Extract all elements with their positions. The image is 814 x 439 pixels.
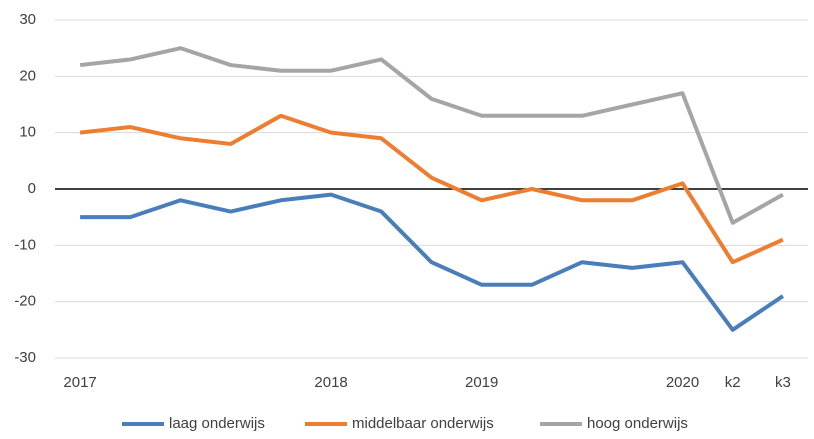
x-tick-label: 2020 [666, 374, 699, 391]
y-tick-label: 30 [19, 11, 36, 28]
legend-label: middelbaar onderwijs [352, 415, 494, 432]
x-tick-label: k2 [725, 374, 741, 391]
y-tick-label: -30 [14, 349, 36, 366]
line [79, 113, 784, 265]
x-tick-label: k3 [775, 374, 791, 391]
x-tick-label: 2018 [314, 374, 347, 391]
y-tick-label: 10 [19, 124, 36, 141]
y-tick-label: 20 [19, 67, 36, 84]
legend-label: hoog onderwijs [587, 415, 688, 432]
y-tick-label: -20 [14, 293, 36, 310]
line [79, 46, 784, 225]
y-tick-label: -10 [14, 236, 36, 253]
x-tick-label: 2017 [63, 374, 96, 391]
y-tick-label: 0 [28, 180, 36, 197]
x-tick-label: 2019 [465, 374, 498, 391]
legend-label: laag onderwijs [169, 415, 265, 432]
line [80, 192, 785, 332]
